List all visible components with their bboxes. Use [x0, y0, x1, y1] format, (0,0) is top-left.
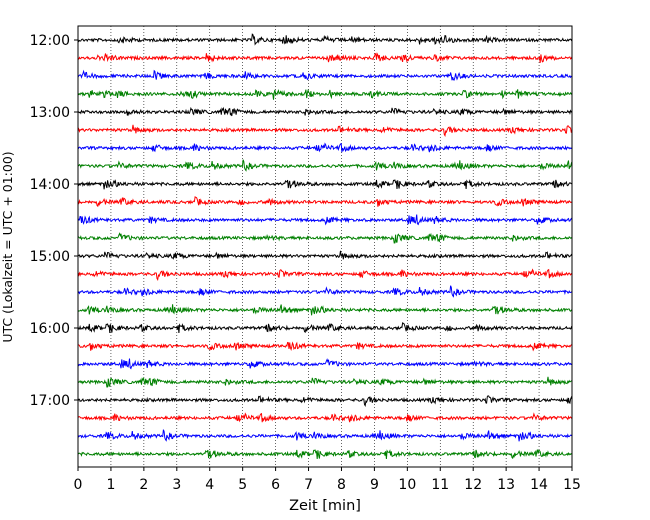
y-tick-label: 16:00 — [30, 321, 70, 337]
trace-line — [77, 124, 573, 138]
trace-line — [77, 304, 573, 316]
trace-line — [77, 179, 573, 190]
trace-line — [77, 322, 573, 334]
trace-line — [77, 214, 573, 226]
trace-line — [77, 412, 573, 423]
y-axis-label: UTC (Lokalzeit = UTC + 01:00) — [0, 151, 15, 342]
trace-line — [77, 341, 573, 352]
x-tick-label: 15 — [563, 477, 581, 493]
trace-line — [77, 159, 573, 172]
x-tick-label: 9 — [370, 477, 379, 493]
x-tick-label: 3 — [172, 477, 181, 493]
trace-line — [77, 268, 573, 282]
trace-line — [77, 142, 573, 153]
x-tick-label: 10 — [398, 477, 416, 493]
trace-line — [77, 395, 573, 408]
trace-line — [77, 69, 573, 81]
x-tick-label: 5 — [238, 477, 247, 493]
y-tick-label: 13:00 — [30, 105, 70, 121]
trace-line — [77, 232, 573, 244]
x-axis-ticks: 0 1 2 3 4 5 6 7 8 9 10 11 12 13 14 15 — [74, 467, 581, 493]
x-tick-label: 6 — [271, 477, 280, 493]
trace-line — [77, 376, 573, 388]
trace-line — [77, 285, 573, 298]
y-tick-label: 14:00 — [30, 177, 70, 193]
trace-line — [77, 196, 573, 208]
trace-line — [77, 33, 573, 46]
y-axis-ticks: 12:00 13:00 14:00 15:00 16:00 17:00 — [30, 33, 78, 409]
x-tick-label: 4 — [205, 477, 214, 493]
trace-line — [77, 52, 573, 64]
trace-line — [77, 250, 573, 260]
trace-line — [77, 358, 573, 370]
y-tick-label: 17:00 — [30, 393, 70, 409]
trace-line — [77, 88, 573, 100]
trace-line — [77, 449, 573, 460]
seismic-traces — [77, 33, 573, 460]
x-tick-label: 2 — [139, 477, 148, 493]
x-tick-label: 13 — [497, 477, 515, 493]
x-tick-label: 0 — [74, 477, 83, 493]
x-tick-label: 7 — [304, 477, 313, 493]
y-tick-label: 15:00 — [30, 249, 70, 265]
y-tick-label: 12:00 — [30, 33, 70, 49]
x-tick-label: 12 — [464, 477, 482, 493]
plot-frame — [77, 25, 573, 468]
x-axis-label: Zeit [min] — [289, 498, 361, 514]
x-tick-label: 11 — [431, 477, 449, 493]
x-tick-label: 1 — [106, 477, 115, 493]
trace-line — [77, 106, 573, 117]
x-tick-label: 8 — [337, 477, 346, 493]
x-tick-label: 14 — [530, 477, 548, 493]
trace-line — [77, 429, 573, 442]
